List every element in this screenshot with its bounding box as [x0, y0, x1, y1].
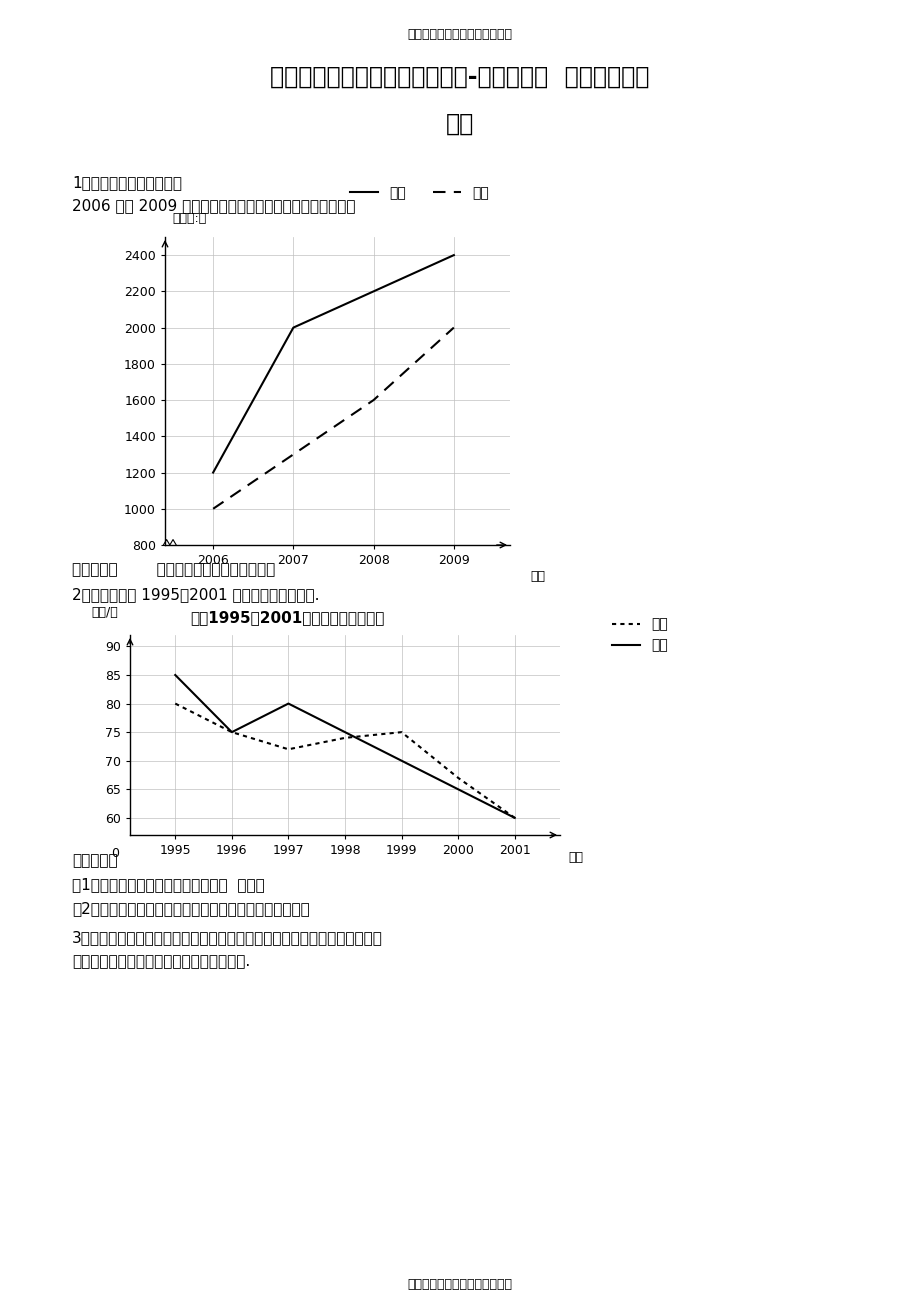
- Text: 年份: 年份: [530, 570, 545, 582]
- Text: 2006 年至 2009 年笑笑的爸爸、妈妈月工资收入情况统计图: 2006 年至 2009 年笑笑的爸爸、妈妈月工资收入情况统计图: [72, 198, 355, 214]
- Text: 析）: 析）: [446, 112, 473, 135]
- Legend: 女生, 男生: 女生, 男生: [606, 612, 673, 658]
- Legend: 爸爸, 妈妈: 爸爸, 妈妈: [344, 180, 494, 206]
- Text: 3．小明把一个水仙花球放在装满水的玻璃瓶口，每隔一天观察一次，测量芽: 3．小明把一个水仙花球放在装满水的玻璃瓶口，每隔一天观察一次，测量芽: [72, 930, 382, 945]
- Text: 2．下面是某校 1995～2001 年患龋齿人数统计图.: 2．下面是某校 1995～2001 年患龋齿人数统计图.: [72, 587, 319, 602]
- Text: 年份: 年份: [568, 852, 583, 865]
- Text: 小学数学课堂教学精品资料设计: 小学数学课堂教学精品资料设计: [407, 29, 512, 40]
- Text: 某校1995～2001年患龋齿人数统计图: 某校1995～2001年患龋齿人数统计图: [190, 611, 384, 625]
- Text: 看图回答：: 看图回答：: [72, 853, 118, 868]
- Text: 和根的长度，并将结果制成了下面的统计图.: 和根的长度，并将结果制成了下面的统计图.: [72, 954, 250, 969]
- Text: 0: 0: [111, 848, 119, 861]
- Text: 1．看图填空并回答问题：: 1．看图填空并回答问题：: [72, 174, 182, 190]
- Text: 单位/人: 单位/人: [91, 605, 118, 618]
- Text: （1）男、女生患龋齿人数最多的是（  ）年。: （1）男、女生患龋齿人数最多的是（ ）年。: [72, 878, 265, 892]
- Text: 小学数学课堂教学精品资料设计: 小学数学课堂教学精品资料设计: [407, 1279, 512, 1292]
- Text: 月工资:元: 月工资:元: [172, 212, 206, 225]
- Text: 填一填：（        ）年爸爸的月工资收入最高。: 填一填：（ ）年爸爸的月工资收入最高。: [72, 562, 275, 577]
- Text: 人教版小学数学五年级下册统计-折线统计图  练习卷（带解: 人教版小学数学五年级下册统计-折线统计图 练习卷（带解: [270, 65, 649, 89]
- Text: （2）总的看来，男、女生患龋齿人数的变化趋势是怎样？: （2）总的看来，男、女生患龋齿人数的变化趋势是怎样？: [72, 901, 310, 917]
